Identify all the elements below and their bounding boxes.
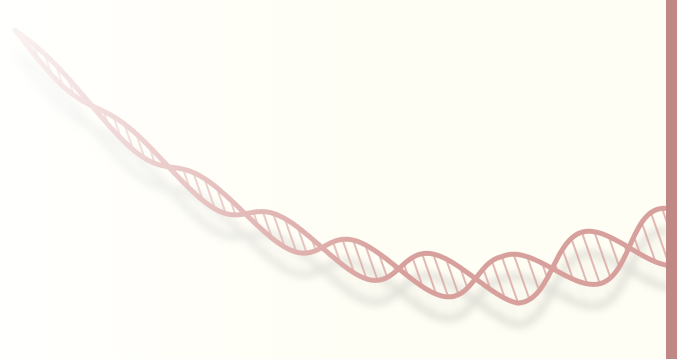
accent-side-bar (666, 0, 677, 359)
